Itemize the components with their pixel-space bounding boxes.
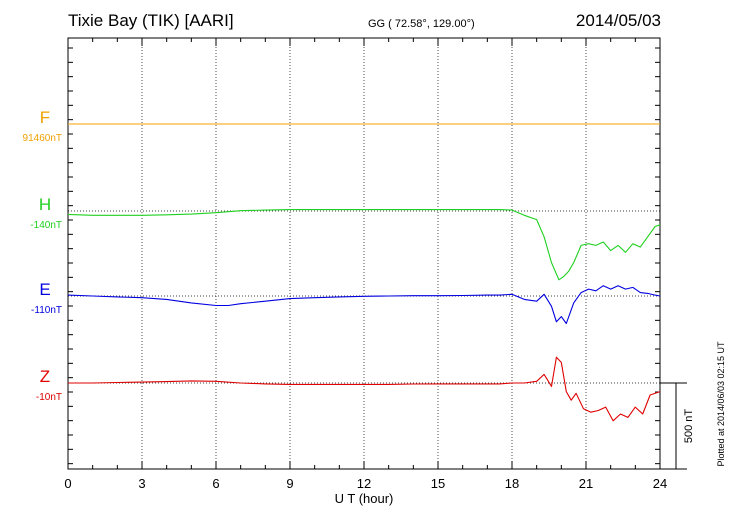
x-tick-label-9: 9 xyxy=(286,476,293,491)
station-title: Tixie Bay (TIK) [AARI] xyxy=(68,11,234,30)
x-tick-label-3: 3 xyxy=(138,476,145,491)
x-tick-label-0: 0 xyxy=(64,476,71,491)
series-baseline-H: -140nT xyxy=(30,220,62,231)
series-line-E xyxy=(67,285,661,325)
x-tick-label-18: 18 xyxy=(505,476,519,491)
x-tick-label-6: 6 xyxy=(212,476,219,491)
grid xyxy=(68,38,660,469)
plotted-timestamp: Plotted at 2014/06/03 02:15 UT xyxy=(716,341,726,467)
series-name-F: F xyxy=(40,108,50,127)
x-axis-ticks: 0 3 6 9 12 15 18 21 24 xyxy=(64,38,667,491)
scale-bar: 500 nT xyxy=(660,382,695,470)
series-name-H: H xyxy=(39,195,51,214)
series-baseline-Z: -10nT xyxy=(36,392,62,403)
x-tick-label-21: 21 xyxy=(579,476,593,491)
series-line-H xyxy=(67,209,661,281)
series-group xyxy=(67,123,661,422)
date-label: 2014/05/03 xyxy=(576,11,661,30)
series-baseline-F: 91460nT xyxy=(23,133,62,144)
series-line-Z xyxy=(68,356,661,422)
x-axis-label: U T (hour) xyxy=(335,491,394,506)
scale-bar-label: 500 nT xyxy=(683,409,695,444)
series-name-E: E xyxy=(39,280,50,299)
coordinates-label: GG ( 72.58°, 129.00°) xyxy=(368,18,475,30)
x-tick-label-15: 15 xyxy=(431,476,445,491)
series-name-Z: Z xyxy=(40,367,50,386)
x-tick-label-12: 12 xyxy=(357,476,371,491)
series-labels: F 91460nT H -140nT E -110nT Z -10nT xyxy=(23,108,62,403)
x-tick-label-24: 24 xyxy=(653,476,667,491)
series-baseline-E: -110nT xyxy=(31,305,62,316)
y-minor-ticks xyxy=(68,47,660,465)
